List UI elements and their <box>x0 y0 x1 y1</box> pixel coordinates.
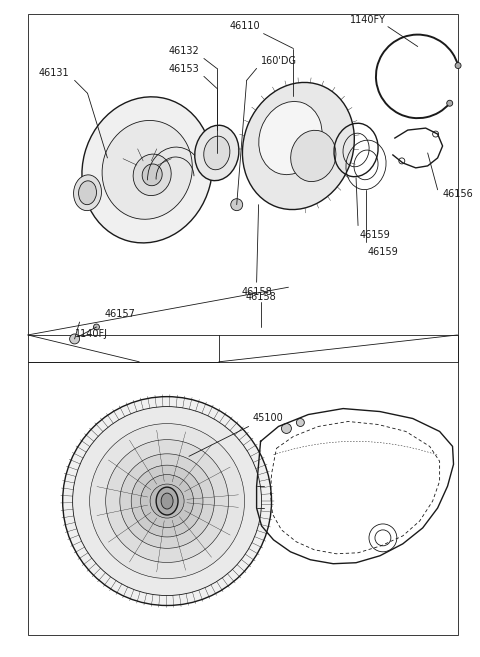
Circle shape <box>106 440 228 562</box>
Circle shape <box>455 62 461 68</box>
Circle shape <box>63 397 272 606</box>
Circle shape <box>72 407 262 595</box>
Text: 46158: 46158 <box>245 292 276 302</box>
Circle shape <box>141 474 193 528</box>
Ellipse shape <box>79 181 96 204</box>
Bar <box>28 14 457 335</box>
Ellipse shape <box>142 164 162 186</box>
Ellipse shape <box>82 97 213 243</box>
Bar <box>28 362 457 635</box>
Text: 46132: 46132 <box>168 47 199 57</box>
Circle shape <box>131 465 203 537</box>
Text: 46158: 46158 <box>241 287 272 297</box>
Text: 45100: 45100 <box>252 413 283 424</box>
Circle shape <box>296 419 304 426</box>
Ellipse shape <box>156 487 178 515</box>
Text: 46110: 46110 <box>230 20 261 31</box>
Circle shape <box>94 324 99 330</box>
Circle shape <box>90 424 245 579</box>
Text: 46157: 46157 <box>105 309 135 319</box>
Ellipse shape <box>259 101 322 175</box>
Ellipse shape <box>161 493 173 509</box>
Ellipse shape <box>133 154 171 196</box>
Text: 46159: 46159 <box>360 229 391 240</box>
Text: 46131: 46131 <box>39 68 70 78</box>
Text: 46159: 46159 <box>368 248 399 258</box>
Text: 1140FY: 1140FY <box>350 14 386 25</box>
Ellipse shape <box>102 120 192 219</box>
Ellipse shape <box>242 82 354 210</box>
Ellipse shape <box>195 125 239 181</box>
Circle shape <box>120 454 215 549</box>
Circle shape <box>70 334 80 344</box>
Circle shape <box>281 424 291 434</box>
Text: 160'DG: 160'DG <box>261 57 297 66</box>
Text: 1140FJ: 1140FJ <box>74 329 108 339</box>
Circle shape <box>231 198 243 211</box>
Circle shape <box>150 484 184 518</box>
Text: 46153: 46153 <box>168 64 199 74</box>
Circle shape <box>447 101 453 106</box>
Ellipse shape <box>73 175 101 211</box>
Ellipse shape <box>291 130 336 181</box>
Ellipse shape <box>204 136 230 170</box>
Text: 46156: 46156 <box>443 189 473 198</box>
